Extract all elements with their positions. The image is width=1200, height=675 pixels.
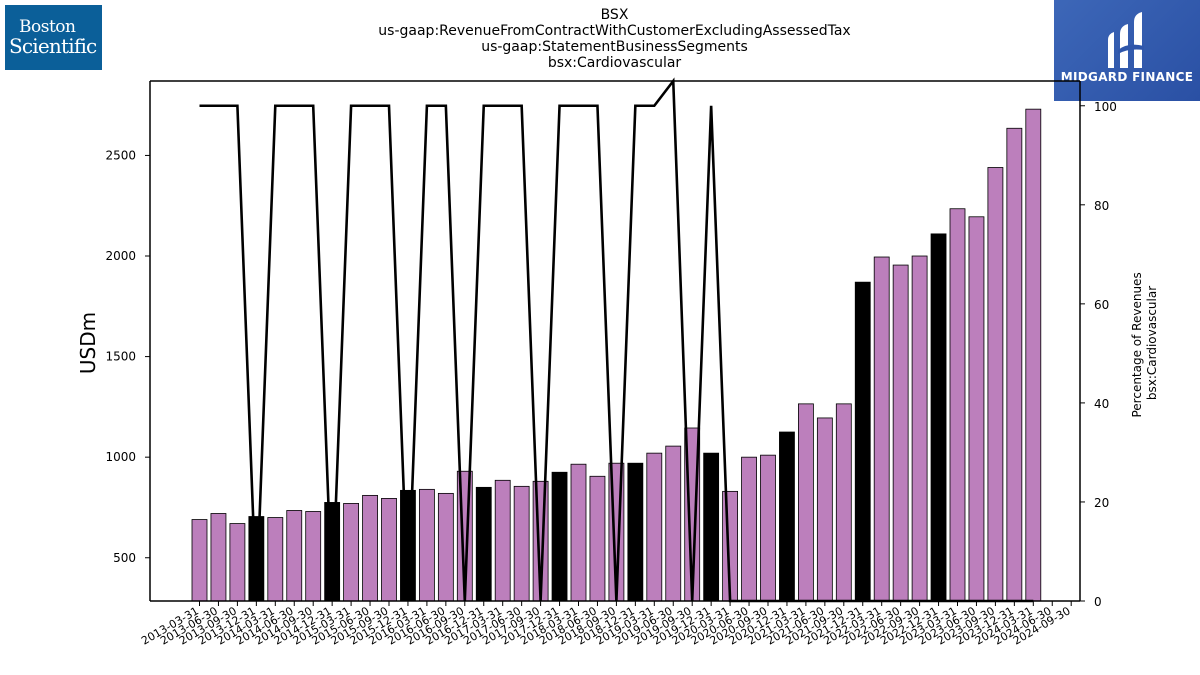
y2-tick-label: 20 (1094, 496, 1109, 510)
y-tick-label: 2500 (105, 148, 136, 162)
y2-tick-label: 40 (1094, 397, 1109, 411)
bar (873, 256, 890, 602)
bar (1006, 127, 1023, 602)
chart-title: BSX us-gaap:RevenueFromContractWithCusto… (0, 7, 1200, 71)
bar (191, 519, 208, 602)
bar (949, 208, 966, 602)
bar (665, 445, 682, 602)
midgard-finance-logo: MIDGARD FINANCE (1054, 0, 1200, 101)
bar (305, 511, 322, 602)
bar (779, 431, 795, 602)
logo-line-2: Scientific (9, 34, 97, 58)
y-tick-label: 2000 (105, 249, 136, 263)
bar (229, 523, 246, 602)
bar (760, 454, 776, 602)
y2-axis-label-line: Percentage of Revenues (1130, 272, 1144, 417)
bar (381, 498, 397, 602)
bar (210, 513, 227, 602)
title-line: us-gaap:StatementBusinessSegments (481, 39, 748, 55)
y2-tick-label: 60 (1094, 298, 1109, 312)
bar (930, 233, 947, 602)
title-line: bsx:Cardiovascular (547, 55, 682, 71)
bar (987, 167, 1004, 602)
y-tick-label: 1000 (105, 450, 136, 464)
midgard-name: MIDGARD FINANCE (1060, 70, 1194, 84)
bar (286, 510, 303, 602)
bar (570, 463, 587, 602)
y2-axis-label: Percentage of Revenues bsx:Cardiovascula… (1130, 268, 1159, 417)
bar (703, 452, 720, 602)
bar (854, 281, 871, 602)
bars-layer (191, 108, 1042, 602)
ticks-layer: 50010001500200025000204060801002013-03-3… (105, 100, 1116, 648)
y2-tick-label: 100 (1094, 100, 1117, 114)
y2-tick-label: 80 (1094, 199, 1109, 213)
midgard-mark-icon (1108, 12, 1144, 68)
bar (798, 403, 814, 602)
title-line: BSX (600, 7, 629, 23)
bar (475, 486, 492, 602)
bar (551, 471, 568, 602)
y-tick-label: 500 (113, 551, 136, 565)
axes-layer (149, 80, 1081, 602)
bar (968, 216, 985, 602)
bar (1025, 108, 1042, 602)
y-tick-label: 1500 (105, 350, 136, 364)
bar (267, 517, 284, 602)
y-axis-label: USDm (76, 312, 100, 374)
bar (816, 417, 833, 602)
y2-tick-label: 0 (1094, 595, 1102, 609)
bar (892, 264, 909, 602)
bar (741, 456, 757, 602)
bar (418, 488, 435, 602)
bar (627, 462, 644, 602)
bar (646, 452, 663, 602)
bar (911, 255, 928, 602)
bar (362, 494, 378, 602)
bar (343, 503, 360, 602)
boston-scientific-logo: Boston Scientific (5, 5, 102, 70)
y2-axis-label-line: bsx:Cardiovascular (1145, 286, 1159, 400)
bar (513, 485, 530, 602)
bar (835, 403, 852, 602)
title-line: us-gaap:RevenueFromContractWithCustomerE… (378, 23, 851, 39)
bar (589, 475, 606, 602)
logo-line-1: Boston (19, 17, 76, 37)
bar (437, 492, 454, 602)
bar (494, 479, 511, 602)
